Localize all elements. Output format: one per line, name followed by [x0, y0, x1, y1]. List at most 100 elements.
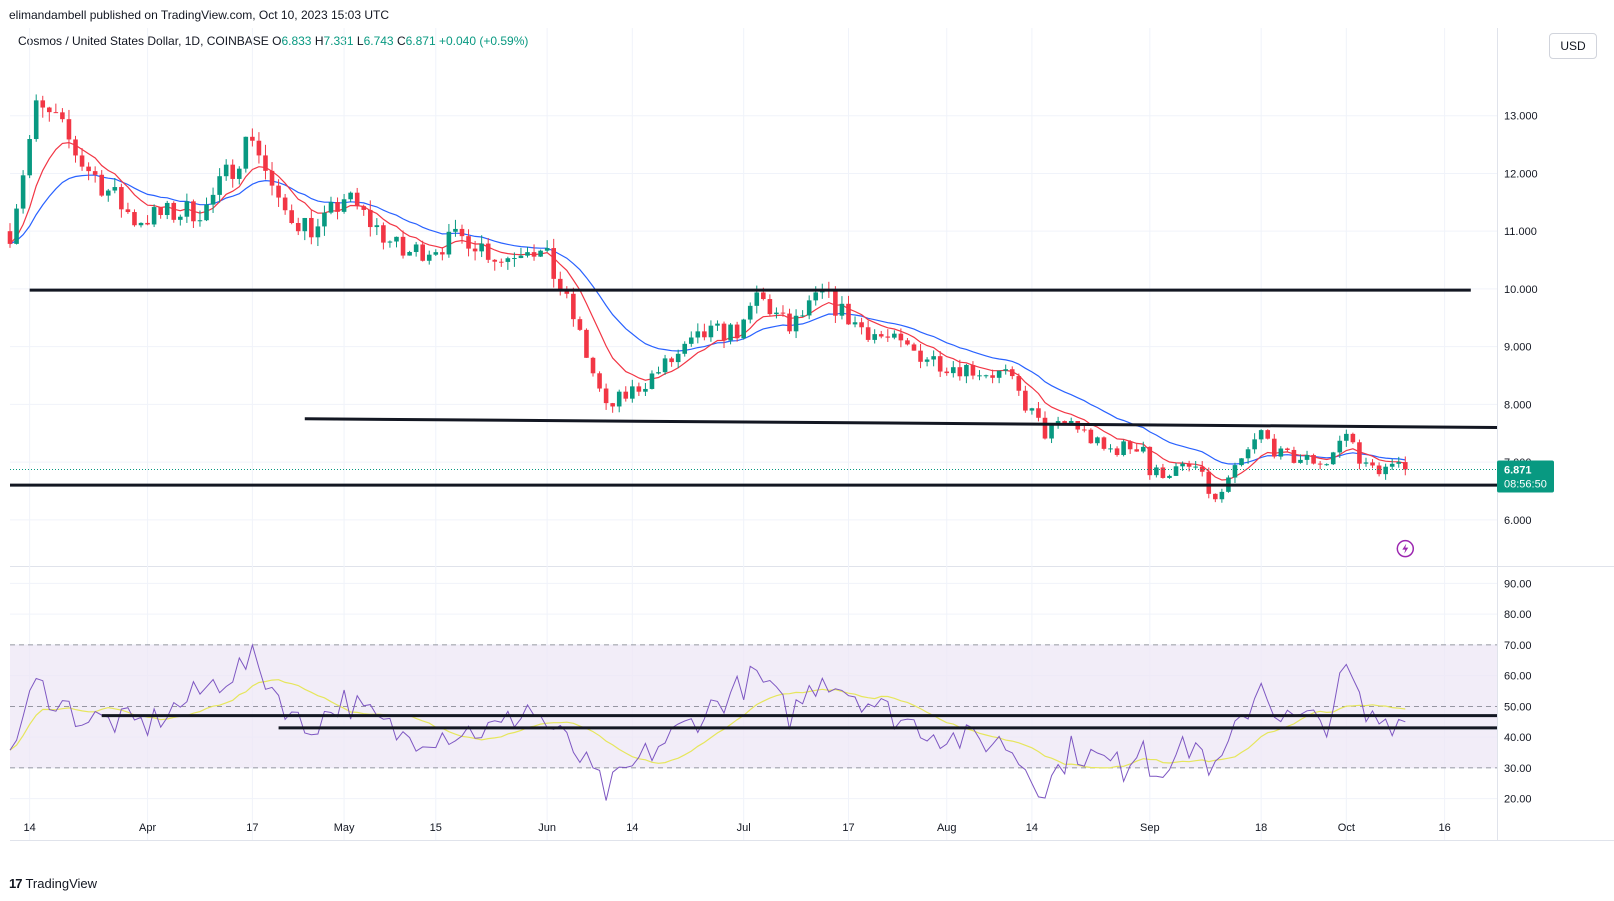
currency-button[interactable]: USD — [1549, 33, 1597, 59]
candle-body — [1396, 462, 1402, 464]
candle — [885, 329, 891, 342]
candle — [446, 223, 452, 258]
candle — [839, 296, 845, 320]
candle-body — [282, 197, 288, 211]
candle — [1199, 461, 1205, 477]
candle — [833, 286, 838, 323]
candle-body — [1193, 466, 1198, 468]
candle-body — [859, 322, 864, 328]
candle-body — [171, 202, 177, 220]
candle — [315, 218, 321, 247]
candle-body — [931, 356, 936, 360]
candle — [649, 370, 655, 390]
price-tick-label: 8.000 — [1504, 399, 1532, 411]
candle-body — [1036, 408, 1041, 418]
price-trendline — [304, 417, 1498, 429]
candle — [983, 374, 989, 379]
candle — [453, 219, 458, 237]
candle-body — [119, 187, 124, 210]
candle — [354, 187, 360, 210]
candle-body — [1298, 459, 1303, 463]
price-tick-label: 6.000 — [1504, 515, 1532, 527]
candle — [27, 134, 32, 179]
candle-body — [99, 174, 105, 196]
high-value: 7.331 — [323, 34, 354, 48]
candle-body — [806, 300, 812, 316]
candle — [564, 286, 570, 299]
candle — [688, 331, 694, 347]
candle-body — [158, 207, 163, 216]
candle — [1173, 462, 1179, 476]
candle-body — [138, 222, 144, 226]
candle-body — [597, 373, 602, 389]
candle — [1127, 440, 1133, 454]
candle — [1350, 432, 1356, 444]
candle — [1363, 457, 1369, 467]
candle — [544, 240, 550, 253]
candle-body — [381, 225, 386, 243]
candle-body — [833, 290, 838, 316]
candle — [400, 230, 406, 259]
candle — [1095, 436, 1100, 446]
candle-body — [1350, 433, 1356, 443]
time-tick-label: 17 — [246, 822, 258, 834]
candle — [374, 218, 380, 236]
candle — [728, 323, 733, 345]
candle — [361, 204, 367, 216]
candle-body — [1357, 442, 1362, 464]
candle — [931, 350, 936, 367]
candle — [551, 238, 556, 288]
candle — [328, 196, 334, 215]
candle-body — [1154, 467, 1159, 476]
candle-body — [643, 388, 648, 392]
candle-body — [250, 136, 255, 141]
candle — [302, 217, 308, 241]
symbol-legend: Cosmos / United States Dollar, 1D, COINB… — [18, 34, 528, 48]
time-tick-label: May — [334, 822, 355, 834]
candle — [276, 179, 281, 207]
candle — [1101, 436, 1107, 451]
candle-body — [7, 231, 13, 244]
candle — [335, 197, 340, 220]
candle-body — [328, 202, 334, 213]
candle-body — [1383, 466, 1388, 475]
candle-body — [125, 209, 131, 213]
candle — [394, 236, 399, 248]
candle — [623, 386, 629, 402]
candle-body — [20, 175, 26, 209]
rsi-tick-label: 20.00 — [1504, 794, 1532, 806]
candle — [381, 222, 386, 250]
candle-body — [937, 356, 943, 372]
candle-body — [1239, 458, 1244, 466]
candle — [603, 383, 609, 410]
candle — [348, 191, 353, 203]
candle — [996, 370, 1002, 384]
candle — [1317, 461, 1323, 470]
candle-body — [512, 258, 517, 260]
candle-body — [885, 336, 891, 338]
candle-body — [426, 254, 432, 261]
high-label: H — [314, 34, 324, 48]
candle — [977, 370, 982, 381]
candle-body — [243, 136, 249, 169]
candle — [924, 357, 930, 367]
candle — [715, 320, 720, 331]
candle-body — [551, 248, 556, 279]
candle-body — [459, 228, 465, 237]
candle-body — [839, 303, 845, 316]
candle-body — [1271, 438, 1277, 457]
candle — [420, 240, 425, 262]
candle — [1344, 429, 1349, 447]
candle — [878, 330, 884, 339]
candle — [616, 389, 622, 413]
candle-body — [610, 403, 615, 407]
candle-body — [924, 359, 930, 362]
rsi-tick-label: 70.00 — [1504, 640, 1532, 652]
candle — [695, 323, 701, 344]
candle-body — [1009, 369, 1015, 377]
candle — [669, 356, 674, 367]
candle-body — [453, 228, 458, 232]
candle — [636, 382, 642, 396]
candle — [132, 209, 137, 227]
